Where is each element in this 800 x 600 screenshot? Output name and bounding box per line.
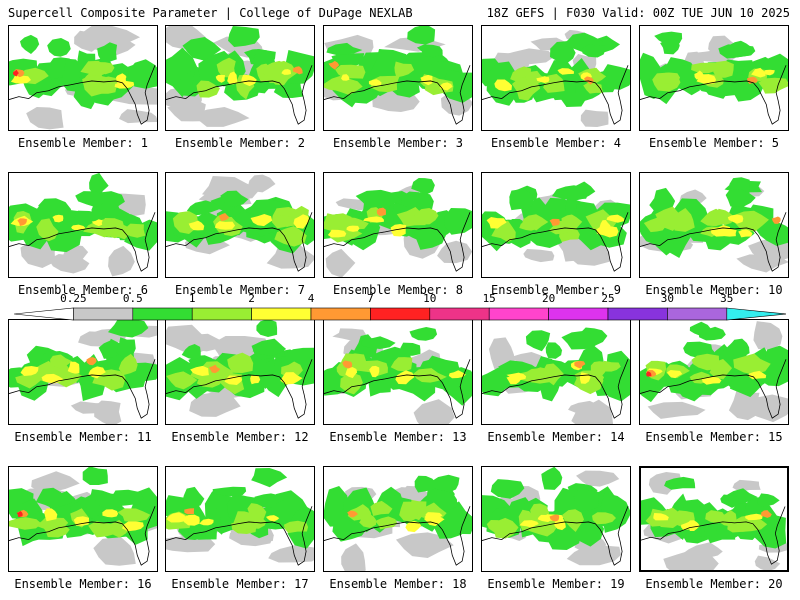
ensemble-member-label: Ensemble Member: 2 — [174, 136, 306, 150]
map-title: Supercell Composite Parameter | College … — [8, 6, 413, 20]
legend-tick-label: 1 — [188, 292, 196, 305]
member-map-image — [9, 173, 157, 277]
ensemble-member-label: Ensemble Member: 11 — [14, 430, 152, 444]
legend-swatch — [14, 307, 74, 321]
legend-swatch — [607, 307, 668, 321]
ensemble-map-9[interactable] — [481, 172, 631, 278]
ensemble-map-5[interactable] — [639, 25, 789, 131]
legend-swatch — [548, 307, 609, 321]
ensemble-map-3[interactable] — [323, 25, 473, 131]
ensemble-member-label: Ensemble Member: 16 — [14, 577, 152, 591]
member-map-image — [482, 467, 630, 566]
legend-tick-label: 15 — [482, 292, 496, 305]
member-map-image — [640, 321, 788, 423]
color-legend: 0.25 0.5 1 2 4 7 10 15 20 25 30 35 — [14, 292, 786, 322]
ensemble-member-label: Ensemble Member: 5 — [648, 136, 780, 150]
ensemble-map-19[interactable] — [481, 466, 631, 572]
member-map-image — [641, 472, 787, 570]
member-map-image — [9, 26, 157, 130]
ensemble-member-label: Ensemble Member: 3 — [332, 136, 464, 150]
legend-swatch — [310, 307, 371, 321]
legend-swatch — [251, 307, 312, 321]
member-map-image — [324, 326, 472, 424]
member-map-image — [324, 474, 472, 571]
ensemble-member-label: Ensemble Member: 1 — [17, 136, 149, 150]
legend-swatch — [429, 307, 490, 321]
ensemble-map-8[interactable] — [323, 172, 473, 278]
legend-swatch — [191, 307, 252, 321]
legend-tick-label: 25 — [601, 292, 615, 305]
member-map-image — [166, 467, 314, 566]
ensemble-map-1[interactable] — [8, 25, 158, 131]
member-map-image — [640, 177, 788, 273]
ensemble-member-label: Ensemble Member: 7 — [174, 283, 306, 297]
legend-tick-label: 30 — [660, 292, 675, 305]
ensemble-map-2[interactable] — [165, 25, 315, 131]
member-map-image — [9, 467, 157, 566]
legend-tick-label: 10 — [423, 292, 437, 305]
legend-swatch — [667, 307, 728, 321]
member-map-image — [640, 31, 788, 125]
ensemble-map-13[interactable] — [323, 319, 473, 425]
ensemble-member-label: Ensemble Member: 12 — [171, 430, 309, 444]
ensemble-member-label: Ensemble Member: 4 — [490, 136, 622, 150]
member-map-image — [482, 327, 630, 424]
ensemble-member-label: Ensemble Member: 17 — [171, 577, 309, 591]
ensemble-member-label: Ensemble Member: 18 — [329, 577, 467, 591]
legend-tick-label: 4 — [307, 292, 315, 305]
member-map-image — [482, 181, 630, 272]
run-info: 18Z GEFS | F030 Valid: 00Z TUE JUN 10 20… — [486, 6, 790, 20]
legend-tick-label: 7 — [367, 292, 374, 305]
ensemble-member-label: Ensemble Member: 6 — [17, 283, 149, 297]
member-map-image — [482, 29, 630, 128]
ensemble-map-7[interactable] — [165, 172, 315, 278]
color-legend-bar — [14, 307, 786, 321]
ensemble-map-15[interactable] — [639, 319, 789, 425]
ensemble-map-20[interactable] — [639, 466, 789, 572]
legend-swatch — [370, 307, 431, 321]
member-map-image — [324, 26, 472, 125]
member-map-image — [166, 320, 314, 419]
ensemble-map-4[interactable] — [481, 25, 631, 131]
member-map-image — [166, 174, 314, 272]
ensemble-member-label: Ensemble Member: 20 — [645, 577, 783, 591]
legend-tick-label: 2 — [248, 292, 255, 305]
member-map-image — [9, 320, 157, 424]
legend-tick-label: 0.25 — [60, 292, 87, 305]
ensemble-map-16[interactable] — [8, 466, 158, 572]
ensemble-member-label: Ensemble Member: 9 — [490, 283, 622, 297]
ensemble-member-label: Ensemble Member: 15 — [645, 430, 783, 444]
legend-tick-label: 0.5 — [122, 292, 143, 305]
ensemble-member-label: Ensemble Member: 13 — [329, 430, 467, 444]
ensemble-member-label: Ensemble Member: 14 — [487, 430, 625, 444]
legend-tick-label: 35 — [720, 292, 734, 305]
ensemble-map-12[interactable] — [165, 319, 315, 425]
member-map-image — [166, 26, 314, 127]
legend-swatch — [488, 307, 549, 321]
ensemble-map-18[interactable] — [323, 466, 473, 572]
legend-swatch — [132, 307, 193, 321]
ensemble-member-label: Ensemble Member: 10 — [645, 283, 783, 297]
member-map-image — [324, 178, 472, 277]
ensemble-map-14[interactable] — [481, 319, 631, 425]
legend-swatch — [73, 307, 134, 321]
legend-swatch — [726, 307, 786, 321]
ensemble-member-label: Ensemble Member: 19 — [487, 577, 625, 591]
ensemble-map-6[interactable] — [8, 172, 158, 278]
ensemble-member-label: Ensemble Member: 8 — [332, 283, 464, 297]
ensemble-map-10[interactable] — [639, 172, 789, 278]
legend-tick-label: 20 — [541, 292, 556, 305]
ensemble-map-11[interactable] — [8, 319, 158, 425]
ensemble-map-17[interactable] — [165, 466, 315, 572]
